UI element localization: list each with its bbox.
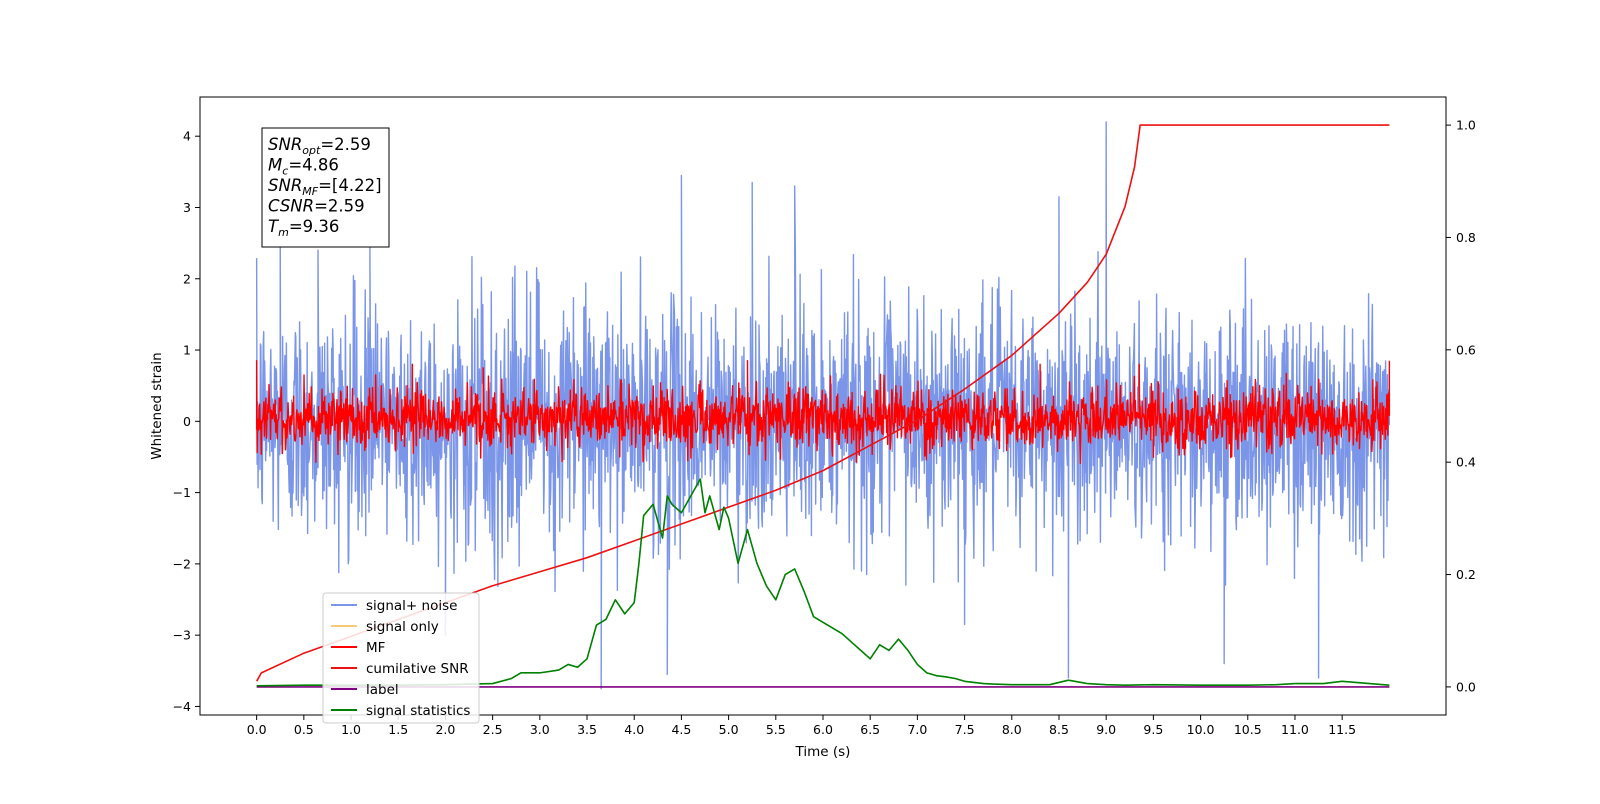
x-tick-label: 9.0 (1096, 722, 1116, 737)
legend-entry: signal+ noise (366, 598, 457, 614)
x-axis: 0.0 0.5 1.0 1.5 2.0 2.5 3.0 3.5 4.0 4.5 5.0 5.5 6.0 6… (247, 715, 1356, 737)
legend-entry: cumilative SNR (366, 661, 469, 677)
x-tick-label: 5.5 (766, 722, 786, 737)
x-tick-label: 4.5 (671, 722, 691, 737)
legend-frame (322, 592, 480, 724)
y-tick-label: 4 (183, 129, 191, 144)
y-tick-label: 1 (183, 343, 191, 358)
x-tick-label: 4.0 (624, 722, 644, 737)
x-tick-label: 3.0 (530, 722, 550, 737)
stats-annotation: SNRopt=2.59Mc=4.86SNRMF=[4.22]CSNR=2.59T… (261, 127, 390, 248)
x-tick-label: 7.5 (955, 722, 975, 737)
x-tick-label: 6.0 (813, 722, 833, 737)
x-tick-label: 2.5 (483, 722, 503, 737)
y-tick-label: −4 (173, 699, 191, 714)
x-tick-label: 1.5 (388, 722, 408, 737)
y-right-tick-label: 0.0 (1456, 679, 1476, 694)
x-tick-label: 5.0 (719, 722, 739, 737)
y-right-tick-label: 1.0 (1456, 118, 1476, 133)
legend-entry: signal only (366, 619, 439, 635)
x-tick-label: 11.5 (1328, 722, 1356, 737)
series-line-0 (255, 121, 1391, 690)
y-right-tick-label: 0.2 (1456, 567, 1476, 582)
x-tick-label: 0.5 (294, 722, 314, 737)
y-tick-label: −1 (173, 485, 191, 500)
y-tick-label: −3 (173, 628, 191, 643)
x-tick-label: 2.0 (435, 722, 455, 737)
y-axis-label: Whitened strain (149, 352, 165, 459)
y-right-tick-label: 0.6 (1456, 342, 1476, 357)
series-line-2 (255, 360, 1391, 465)
legend-entry: signal statistics (366, 703, 470, 719)
annotation-line: SNRMF=[4.22] (268, 176, 382, 198)
annotation-line: CSNR=2.59 (268, 197, 365, 216)
x-tick-label: 3.5 (577, 722, 597, 737)
y-axis-left: −4 −3 −2 −1 0 1 2 3 4 (173, 129, 200, 714)
annotation-frame (261, 127, 390, 248)
annotation-line: SNRopt=2.59 (268, 135, 371, 157)
y-right-tick-label: 0.4 (1456, 455, 1476, 470)
x-tick-label: 6.5 (860, 722, 880, 737)
x-tick-label: 8.0 (1002, 722, 1022, 737)
legend-entry: MF (366, 640, 385, 656)
x-tick-label: 10.0 (1187, 722, 1215, 737)
legend: signal+ noise signal only MF cumilative SNR… (322, 592, 480, 724)
y-axis-right: 0.0 0.2 0.4 0.6 0.8 1.0 (1446, 118, 1476, 694)
y-tick-label: 3 (183, 200, 191, 215)
annotation-line: Mc=4.86 (268, 156, 339, 178)
legend-entry: label (366, 682, 399, 698)
x-tick-label: 7.0 (907, 722, 927, 737)
y-right-tick-label: 0.8 (1456, 230, 1476, 245)
y-tick-label: −2 (173, 556, 191, 571)
series-line-5 (256, 478, 1390, 687)
x-tick-label: 9.5 (1143, 722, 1163, 737)
x-tick-label: 8.5 (1049, 722, 1069, 737)
x-tick-label: 1.0 (341, 722, 361, 737)
annotation-line: Tm=9.36 (268, 217, 339, 239)
x-tick-label: 0.0 (247, 722, 267, 737)
x-axis-label: Time (s) (795, 744, 851, 760)
y-tick-label: 2 (183, 271, 191, 286)
x-tick-label: 11.0 (1281, 722, 1309, 737)
y-tick-label: 0 (183, 414, 191, 429)
x-tick-label: 10.5 (1234, 722, 1262, 737)
